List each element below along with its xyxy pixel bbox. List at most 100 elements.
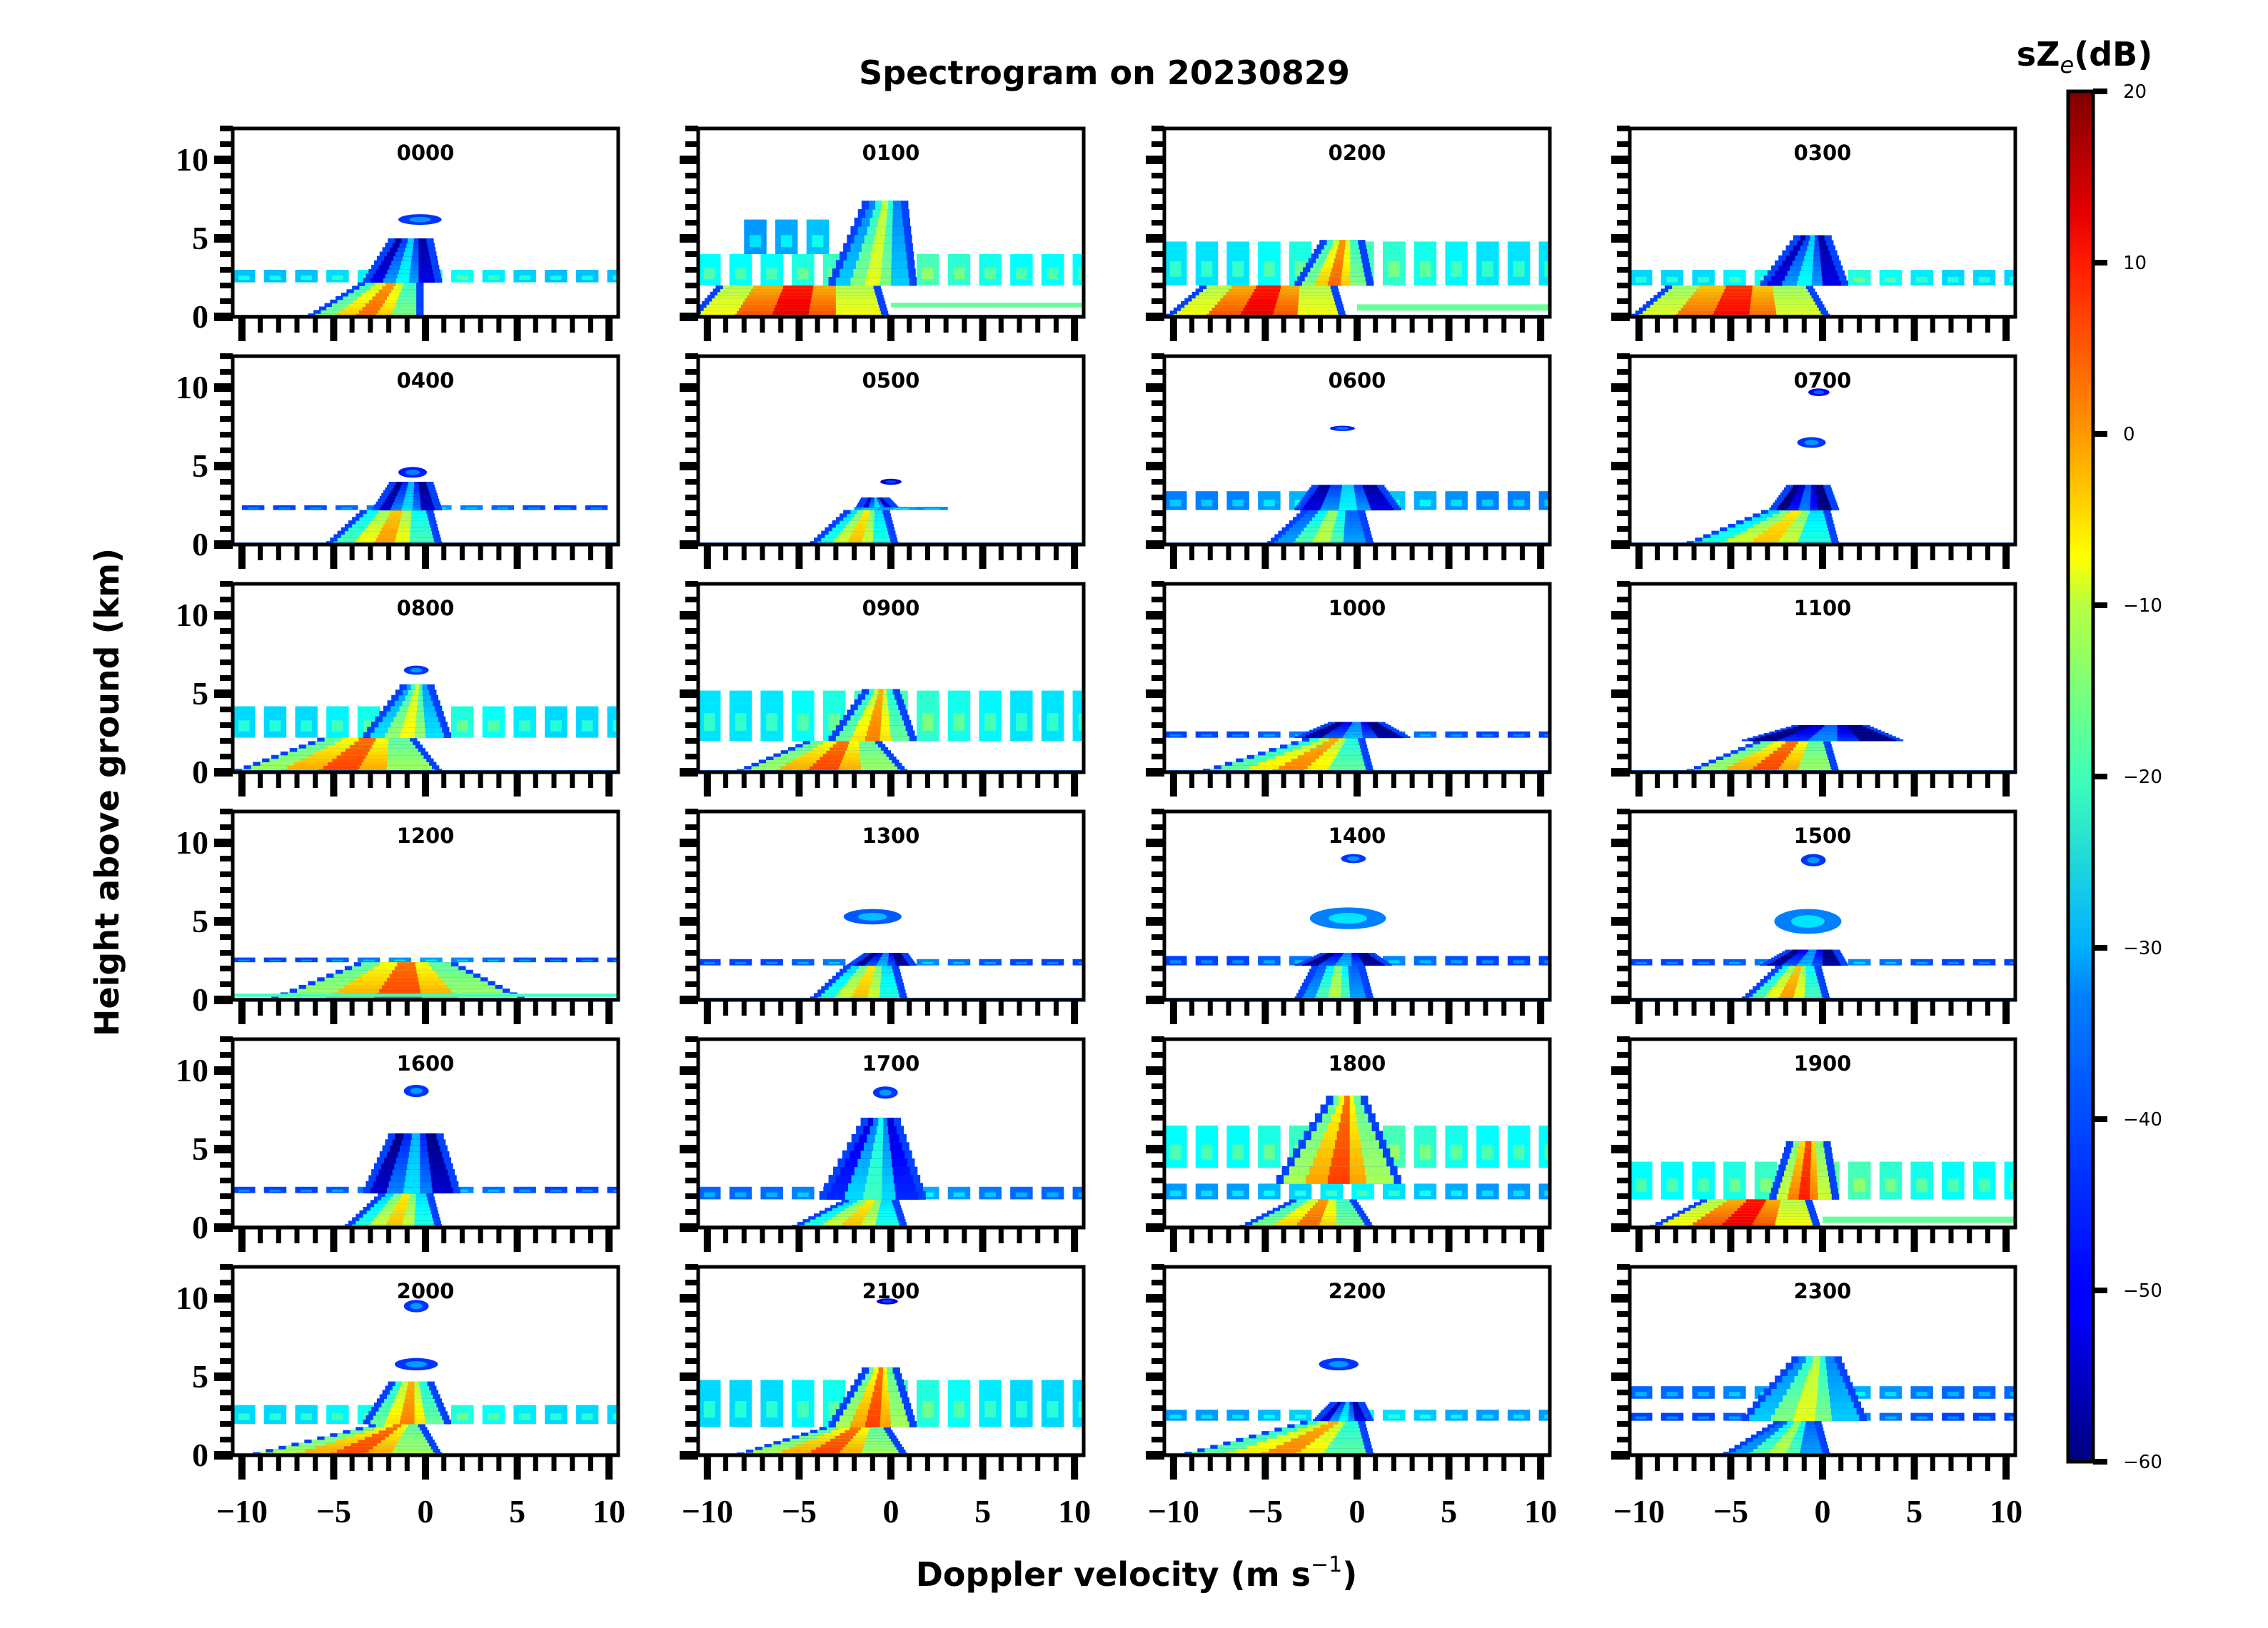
echo-peak <box>1329 986 1341 990</box>
ground-clutter-strip <box>1357 304 1550 311</box>
echo-peak <box>397 273 410 278</box>
x-minor-tick <box>258 1228 263 1243</box>
y-minor-tick <box>1617 934 1630 940</box>
echo-peak <box>1793 969 1801 973</box>
echo-peak <box>1339 1417 1349 1420</box>
echo-peak <box>1320 523 1334 528</box>
x-minor-tick <box>1409 1228 1415 1243</box>
echo-peak <box>379 530 398 535</box>
x-minor-tick <box>723 545 729 560</box>
echo-peak <box>1802 1164 1811 1171</box>
aliased-layer-core <box>1016 961 1027 964</box>
y-minor-tick <box>685 1327 698 1333</box>
echo-peak <box>1327 1420 1338 1425</box>
x-minor-tick <box>1746 1000 1752 1016</box>
x-major-tick <box>1169 545 1177 569</box>
y-minor-tick <box>220 251 233 257</box>
panel-title: 0100 <box>862 141 920 165</box>
x-minor-tick <box>778 1455 784 1471</box>
x-minor-tick <box>1875 317 1880 333</box>
echo-peak <box>1776 520 1793 525</box>
echo-peak <box>387 977 418 982</box>
echo-peak <box>877 1373 883 1380</box>
x-minor-tick <box>294 1455 300 1471</box>
y-minor-tick <box>220 659 233 665</box>
y-minor-tick <box>220 1036 233 1042</box>
echo-peak <box>381 527 398 532</box>
aliased-layer-core <box>1947 961 1959 964</box>
panel-0900: 0900 <box>680 581 1086 797</box>
x-minor-tick <box>760 545 765 560</box>
panel-1900: 1900 <box>1611 1036 2017 1252</box>
echo-peak <box>825 1441 848 1445</box>
echo-peak <box>410 1139 420 1146</box>
aliased-layer-core <box>1016 713 1027 731</box>
echo-patch-core <box>405 1361 428 1367</box>
y-minor-tick <box>1151 1264 1164 1270</box>
aliased-layer-core <box>488 1413 500 1420</box>
aliased-layer-core <box>1978 1178 1990 1192</box>
echo-peak <box>863 510 870 514</box>
x-minor-tick <box>368 317 373 333</box>
aliased-layer-core <box>1666 1178 1678 1192</box>
echo-peak <box>1331 267 1343 273</box>
x-minor-tick <box>1765 772 1770 788</box>
echo-peak <box>398 269 410 274</box>
x-minor-tick <box>1710 1000 1715 1016</box>
x-minor-tick <box>588 317 593 333</box>
aliased-layer-core <box>1513 1190 1525 1196</box>
aliased-layer-core <box>581 1413 593 1420</box>
echo-peak <box>820 1444 846 1447</box>
echo-peak <box>878 217 887 227</box>
echo-peak <box>1803 1158 1811 1166</box>
y-tick-label: 5 <box>192 1131 208 1167</box>
y-minor-tick <box>685 597 698 602</box>
echo-peak <box>1306 1431 1324 1435</box>
x-minor-tick <box>962 1228 967 1243</box>
echo-peak <box>407 1385 415 1390</box>
x-tick-label: 10 <box>1524 1493 1557 1530</box>
x-minor-tick <box>478 1228 483 1243</box>
y-minor-tick <box>1151 251 1164 257</box>
x-minor-tick <box>998 1455 1004 1471</box>
echo-peak <box>1813 1356 1820 1363</box>
x-minor-tick <box>1373 1000 1379 1016</box>
x-minor-tick <box>924 1000 930 1016</box>
aliased-layer-core <box>332 1413 343 1420</box>
x-minor-tick <box>1655 317 1660 333</box>
colorbar-tick-label: −40 <box>2123 1109 2162 1131</box>
x-minor-tick <box>1710 772 1715 788</box>
echo-peak <box>1810 737 1838 740</box>
aliased-layer-core <box>613 720 618 732</box>
echo-peak <box>408 705 418 712</box>
echo-peak <box>826 750 846 754</box>
x-minor-tick <box>478 772 483 788</box>
aliased-layer-core <box>1698 1178 1710 1192</box>
x-major-tick <box>1354 317 1361 341</box>
echo-peak <box>413 689 419 696</box>
aliased-layer-core <box>1635 1178 1647 1192</box>
y-minor-tick <box>220 581 233 587</box>
aliased-layer-core <box>735 1401 747 1418</box>
echo-peak <box>1804 255 1814 261</box>
x-minor-tick <box>1856 317 1862 333</box>
aliased-layer-core <box>550 720 562 732</box>
echo-peak <box>1801 1170 1811 1177</box>
x-minor-tick <box>1464 1000 1470 1016</box>
x-minor-tick <box>496 1455 502 1471</box>
echo-peak <box>1340 956 1352 959</box>
x-minor-tick <box>1765 1000 1770 1016</box>
echo-peak <box>372 295 387 300</box>
x-major-tick <box>422 1455 429 1480</box>
echo-peak <box>861 976 873 980</box>
colorbar-label: sZe(dB) <box>2017 35 2152 79</box>
x-minor-tick <box>258 772 263 788</box>
x-minor-tick <box>1765 1228 1770 1243</box>
x-minor-tick <box>907 545 912 560</box>
echo-peak <box>1340 497 1356 501</box>
x-minor-tick <box>1244 545 1250 560</box>
x-minor-tick <box>1428 545 1433 560</box>
echo-peak <box>1341 492 1355 495</box>
x-tick-label: −10 <box>1148 1493 1199 1530</box>
